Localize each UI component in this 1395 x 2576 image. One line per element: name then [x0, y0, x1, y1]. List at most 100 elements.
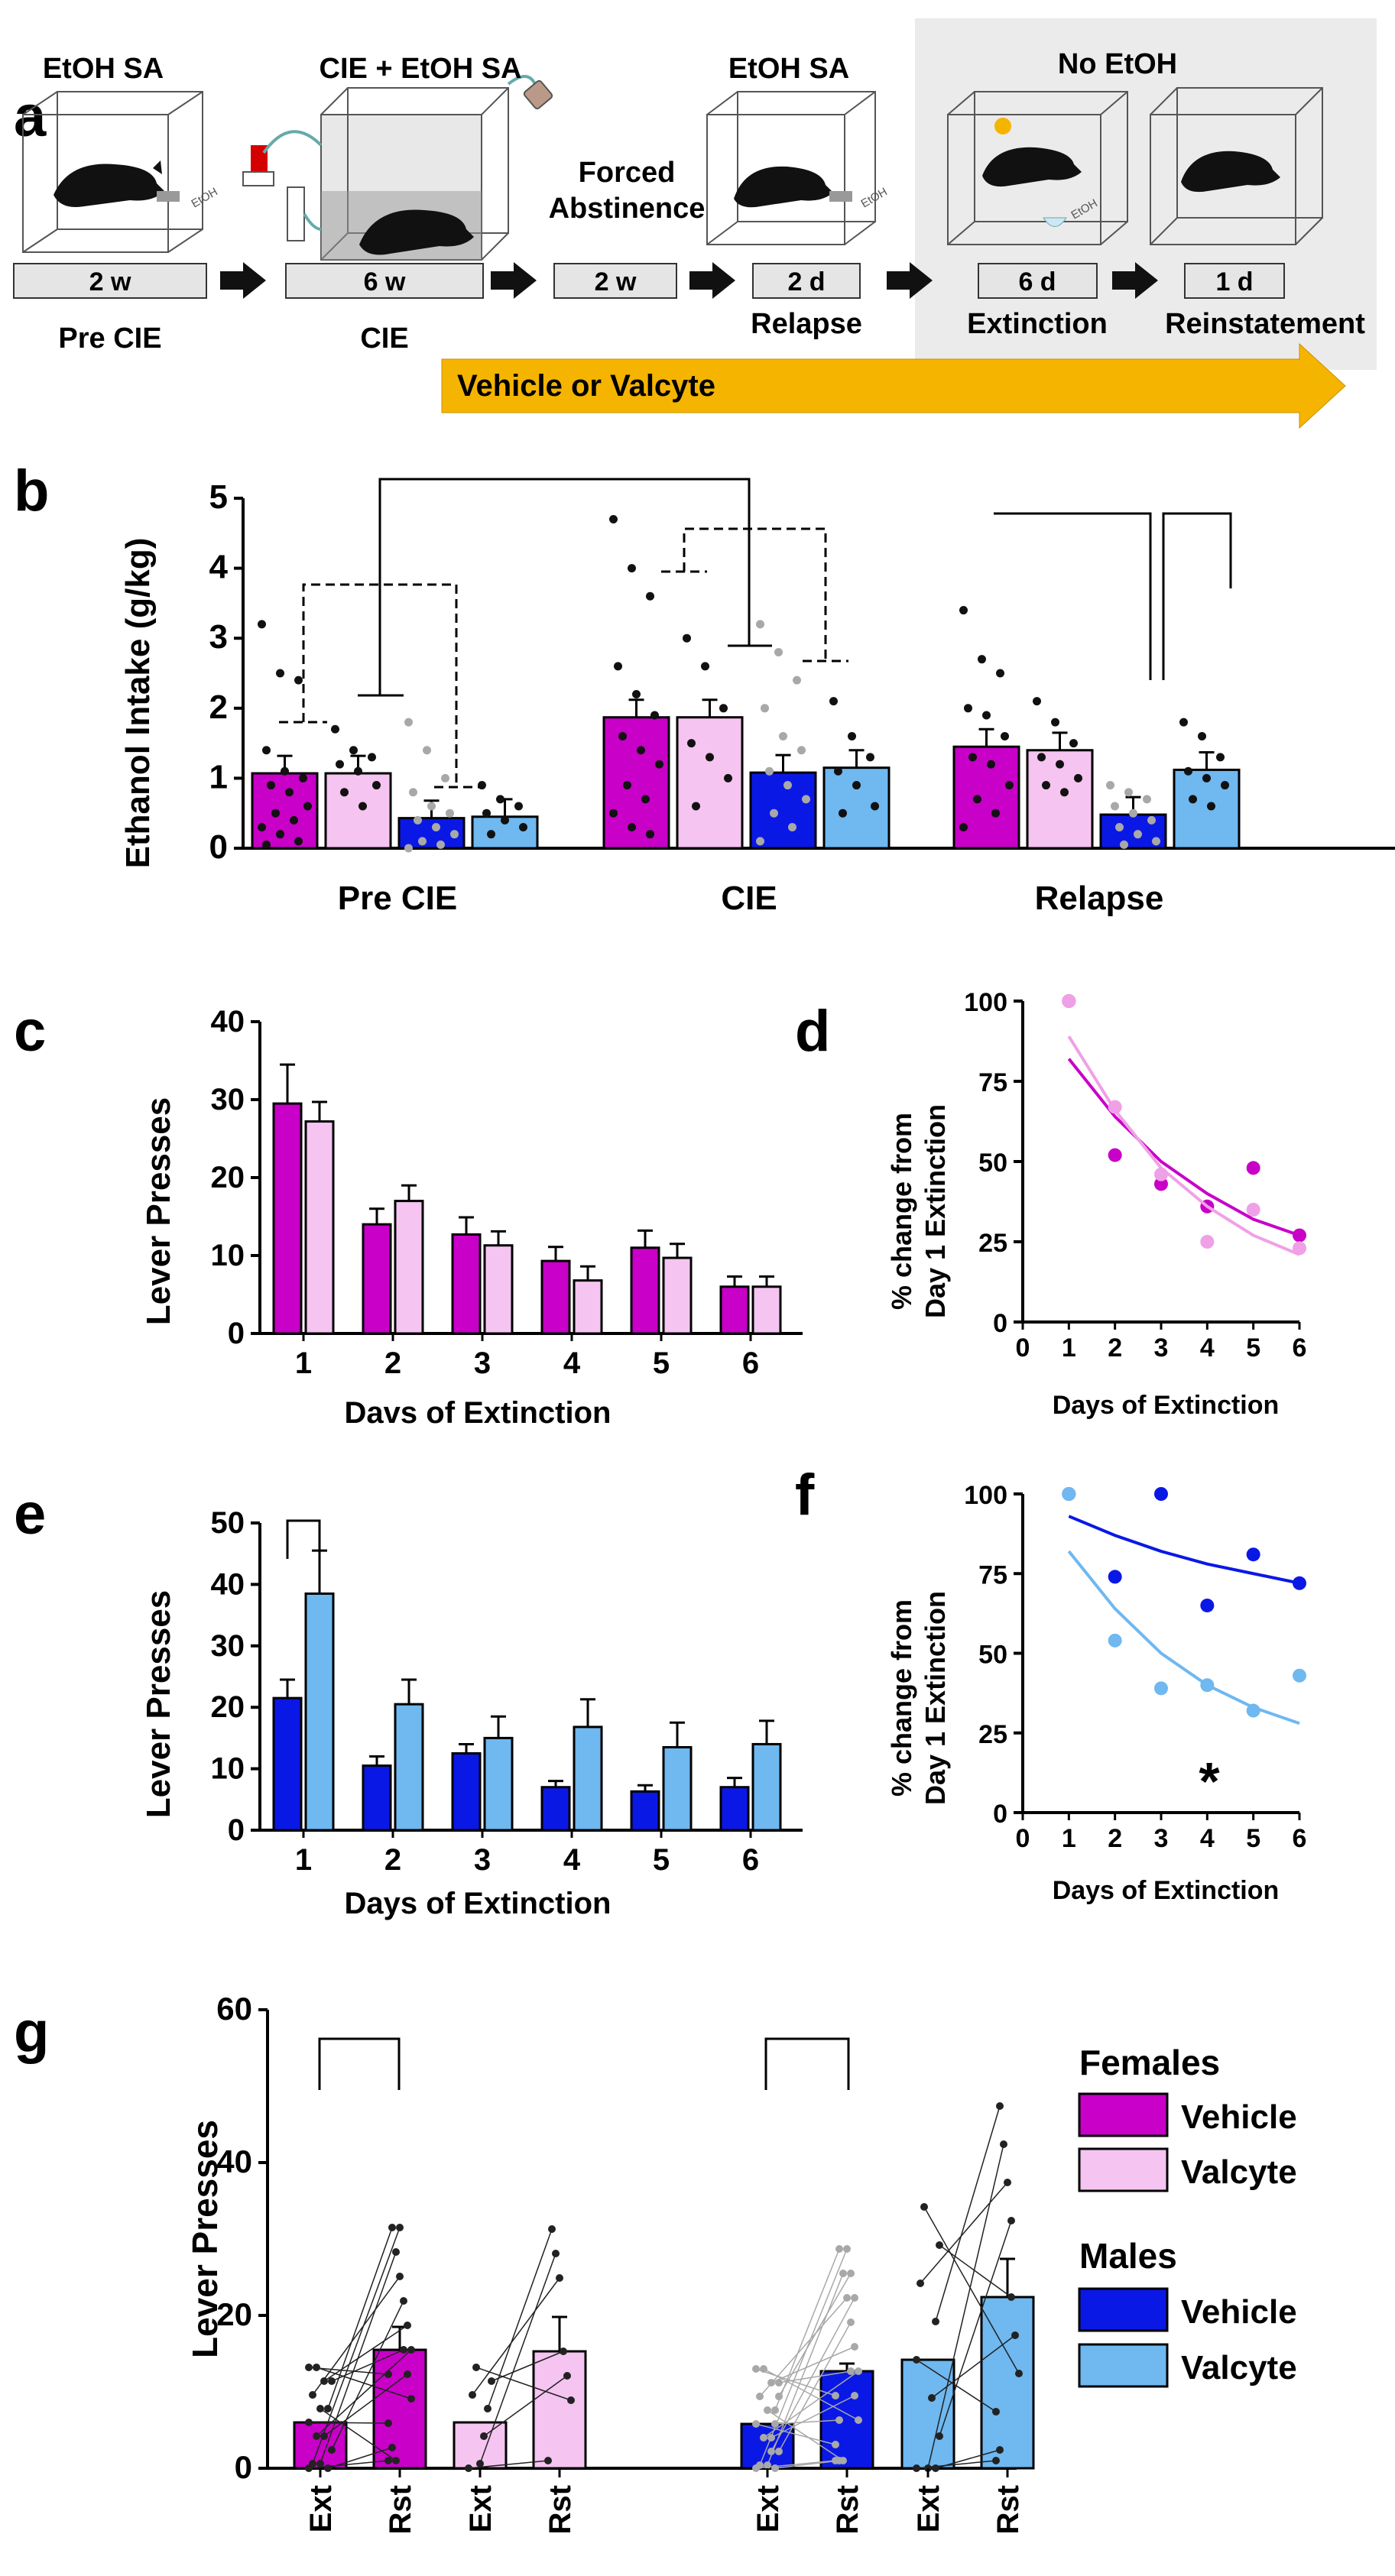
legend-females-title: Females [1079, 2043, 1220, 2082]
d-y-tick-label: 0 [993, 1309, 1007, 1338]
e-bar-males-valcyte [304, 1592, 335, 1832]
g-data-point [1000, 2140, 1007, 2148]
e-bar-males-vehicle [362, 1764, 392, 1832]
g-x-tick-label: Ext [304, 2485, 338, 2532]
g-bar-males-valcyte-rst [980, 2296, 1035, 2470]
g-paired-line [755, 2368, 836, 2396]
g-data-point [1015, 2370, 1023, 2377]
b-data-point [683, 633, 691, 643]
panel-c-xlabel: Davs of Extinction [345, 1396, 612, 1430]
g-data-point [936, 2432, 943, 2440]
b-data-point [797, 746, 806, 755]
c-bar-females-valcyte [483, 1244, 514, 1335]
panel-e-ylabel: Lever Presses [140, 1590, 177, 1818]
g-paired-line [763, 2370, 859, 2438]
b-data-point [614, 662, 622, 671]
g-data-point [764, 2406, 771, 2414]
b-y-tick-label: 5 [209, 478, 228, 516]
bottle-label-3: EtOH [859, 185, 890, 210]
g-data-point [404, 2370, 411, 2378]
b-data-point [1001, 731, 1009, 740]
stage5-duration: 6 d [1018, 267, 1056, 296]
g-paired-line [920, 2182, 1008, 2284]
g-data-point [760, 2434, 767, 2442]
g-data-point [563, 2372, 571, 2380]
d-x-tick-label: 2 [1108, 1333, 1122, 1363]
b-y-tick-label: 0 [209, 828, 228, 866]
treatment-arrow-label: Vehicle or Valcyte [457, 369, 715, 403]
legend-swatch-male-valcyte [1078, 2343, 1169, 2388]
f-x-tick-label: 3 [1154, 1824, 1169, 1853]
b-data-point [487, 830, 495, 839]
b-data-point [1037, 753, 1046, 762]
g-data-point [309, 2460, 316, 2467]
panel-f-xlabel: Days of Extinction [1053, 1876, 1280, 1905]
b-data-point [1207, 802, 1215, 811]
g-data-point [567, 2396, 575, 2404]
f-y-tick-label: 25 [978, 1720, 1007, 1749]
b-data-point [770, 808, 778, 818]
panel-g-ylabel: Lever Presses [185, 2120, 225, 2358]
panel-d-ylabel-line2: Day 1 Extinction [920, 1104, 951, 1318]
b-data-point [774, 648, 783, 657]
g-data-point [992, 2457, 1000, 2464]
rat-icon-5 [982, 147, 1082, 187]
g-x-tick-label: Rst [543, 2485, 577, 2534]
b-x-category-label: CIE [721, 880, 777, 917]
e-bar-males-valcyte [662, 1745, 693, 1832]
g-y-tick-label: 40 [216, 2143, 252, 2179]
b-data-point [1106, 781, 1114, 790]
g-data-point [384, 2457, 392, 2464]
b-data-point [482, 808, 491, 818]
b-data-point [1060, 788, 1069, 797]
panel-g: g 0 20 40 60 Ext Rst Ext Rst Ext Rst Ext Rst Lever … [14, 1991, 1297, 2534]
stage4-duration: 2 d [787, 267, 825, 296]
stage1-duration: 2 w [89, 267, 131, 296]
b-data-point [641, 795, 650, 804]
b-y-tick-label: 2 [209, 689, 228, 726]
b-y-tick-label: 4 [209, 549, 229, 586]
g-paired-line [312, 2276, 401, 2396]
g-data-point [843, 2294, 851, 2302]
g-data-point [832, 2441, 839, 2448]
g-data-point [404, 2322, 411, 2329]
g-paired-line [935, 2105, 1001, 2322]
g-data-point [847, 2270, 855, 2277]
g-paired-line [778, 2273, 852, 2397]
stage4-title: EtOH SA [728, 53, 849, 85]
d-data-point [1154, 1177, 1168, 1191]
b-data-point [968, 753, 977, 762]
g-data-point [328, 2446, 336, 2454]
b-data-point [1115, 823, 1124, 832]
vapor-nozzle-icon [523, 79, 553, 110]
g-data-point [316, 2460, 324, 2467]
g-data-point [313, 2432, 320, 2440]
b-data-point [839, 808, 847, 818]
b-data-point [779, 731, 787, 740]
e-x-tick-label: 2 [384, 1843, 401, 1877]
b-data-point [637, 746, 645, 755]
rat-icon-2 [359, 209, 474, 255]
panel-d-plot: 0 25 50 75 100 0 1 2 3 4 5 6 [964, 988, 1306, 1363]
e-x-tick-label: 5 [653, 1843, 670, 1877]
panel-f-ylabel-line2: Day 1 Extinction [920, 1591, 951, 1805]
g-paired-line [327, 2227, 393, 2409]
c-bar-females-valcyte [662, 1256, 693, 1335]
b-data-point [852, 781, 861, 790]
g-bar-females-valcyte-rst [532, 2350, 587, 2470]
panel-c: c 0 10 20 30 40 1 2 3 4 5 6 Lever Presses Davs of … [14, 999, 803, 1430]
e-bar-males-valcyte [573, 1725, 603, 1832]
g-data-point [1004, 2179, 1011, 2186]
c-x-tick-label: 1 [295, 1346, 312, 1380]
f-data-point [1246, 1547, 1260, 1562]
b-data-point [418, 837, 427, 846]
b-data-point [299, 773, 307, 783]
e-x-tick-label: 6 [742, 1843, 759, 1877]
legend-male-vehicle-label: Vehicle [1181, 2293, 1297, 2331]
g-data-point [480, 2432, 488, 2440]
d-y-tick-label: 50 [978, 1149, 1007, 1178]
water-dish-icon [1043, 217, 1067, 227]
b-data-point [290, 815, 298, 825]
chamber-relapse [706, 91, 876, 245]
e-bar-males-valcyte [483, 1736, 514, 1832]
